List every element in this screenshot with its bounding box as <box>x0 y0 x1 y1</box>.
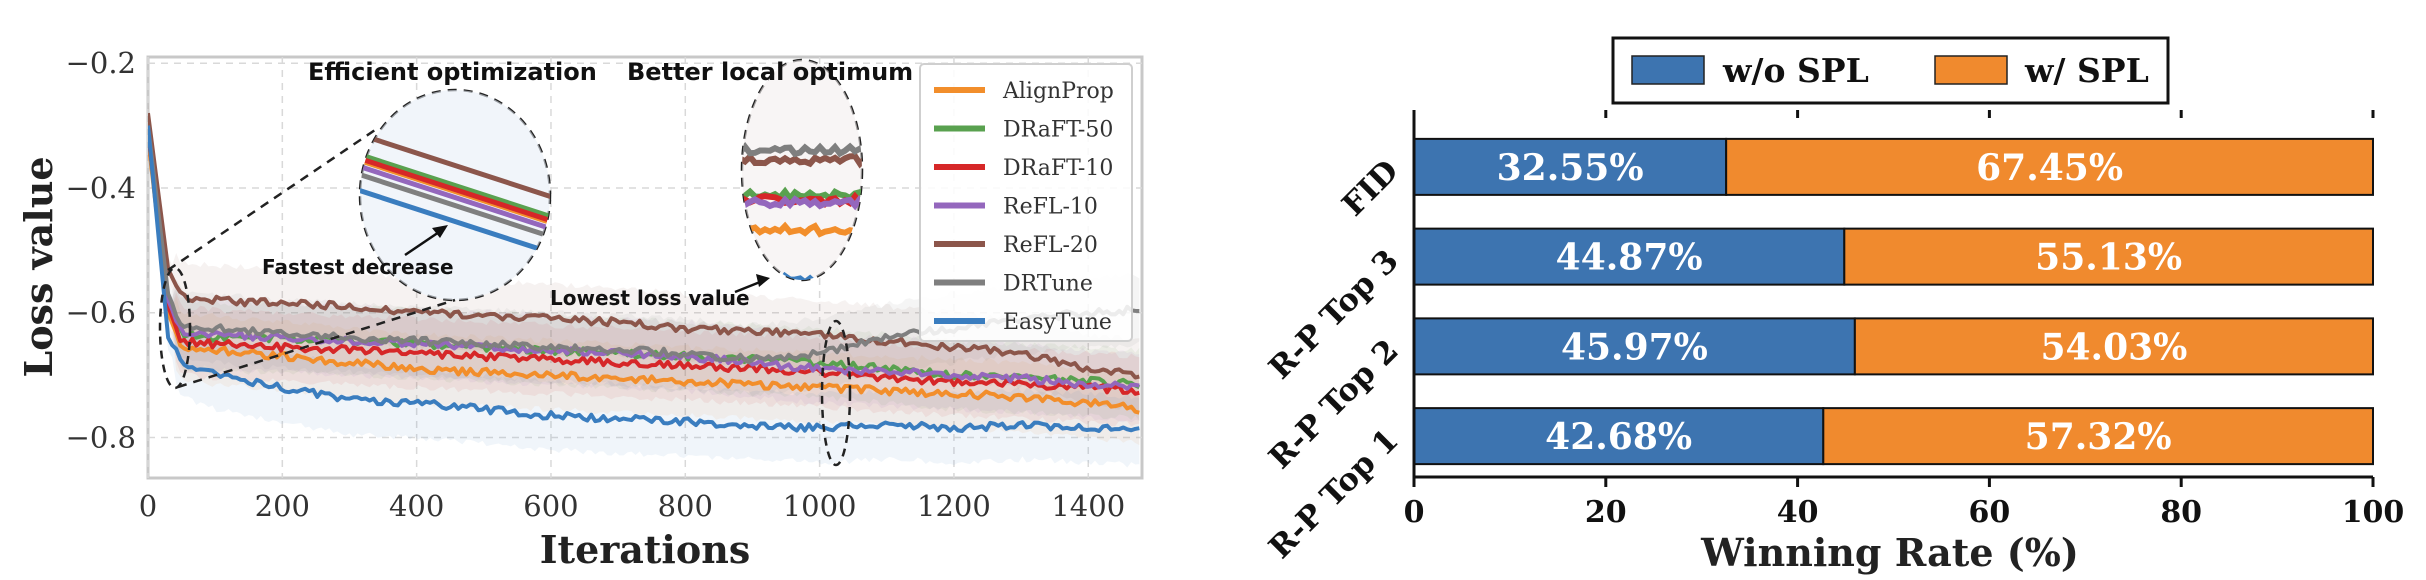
bar-fid-w-o-spl <box>1413 137 1728 196</box>
band-drtune <box>148 113 1140 397</box>
annotation-fastest-decrease: Fastest decrease <box>262 255 454 279</box>
y-tick-label: −0.8 <box>66 420 136 454</box>
bar-label-r-p-top-3-w-spl: 55.13% <box>2035 237 2182 279</box>
bar-label-r-p-top-2-w-spl: 54.03% <box>2040 326 2187 368</box>
zoom-callout-optimum <box>734 58 864 467</box>
legend-swatch-wo-spl <box>1631 55 1705 85</box>
zoom-line-draft-50 <box>360 150 550 221</box>
callout-line-upper <box>167 126 379 272</box>
arrowhead-lowest-loss <box>756 274 770 287</box>
y-tick-label: −0.6 <box>66 296 136 330</box>
winning-rate-legend: w/o SPL w/ SPL <box>1611 36 2170 105</box>
callout-line-lower <box>177 298 456 389</box>
zoom-line-draft-10 <box>360 154 550 225</box>
loss-legend: AlignProp DRaFT-50 DRaFT-10 ReFL-10 ReFL-20 D… <box>919 63 1133 342</box>
annotation-better-local-optimum: Better local optimum <box>627 58 913 86</box>
series-line-draft-10 <box>148 131 1140 396</box>
x-tick-label: 1000 <box>783 489 857 523</box>
bar-r-p-top-1-w-spl <box>1822 407 2374 466</box>
legend-label-w-spl: w/ SPL <box>2024 51 2149 90</box>
bar-label-r-p-top-1-w-o-spl: 42.68% <box>1545 416 1692 458</box>
x-tick-label: 200 <box>255 489 310 523</box>
loss-legend-box <box>919 63 1133 342</box>
annotation-efficient-optimization: Efficient optimization <box>308 58 597 86</box>
band-refl-20 <box>148 100 1140 412</box>
series-line-alignprop <box>148 137 1140 415</box>
bar-r-p-top-3-w-spl <box>1843 227 2375 286</box>
loss-ticks: 0 200 400 600 800 1000 1200 1400 −0.2 −0.4 −0.6 −0.… <box>66 46 1126 523</box>
y-tick-label: −0.2 <box>66 46 136 80</box>
loss-x-axis-title: Iterations <box>540 527 751 572</box>
x-tick-label: 40 <box>1777 495 1819 530</box>
loss-chart: 0 200 400 600 800 1000 1200 1400 −0.2 −0.4 −0.6 −0.… <box>16 46 1144 572</box>
x-tick-label: 1200 <box>917 489 991 523</box>
x-tick-label: 100 <box>2342 495 2405 530</box>
winning-rate-legend-box <box>1611 36 2170 105</box>
arrowhead-fastest-decrease <box>432 225 448 238</box>
winning-rate-chart: w/o SPL w/ SPL 32.55% 67.45% 44.87% 55.13% 4… <box>1262 36 2405 575</box>
bar-r-p-top-2-w-o-spl <box>1413 317 1856 376</box>
annotation-lowest-loss-value: Lowest loss value <box>550 286 750 310</box>
bar-label-r-p-top-3-w-o-spl: 44.87% <box>1556 237 1703 279</box>
legend-label-drtune: DRTune <box>1003 272 1093 297</box>
legend-label-draft-10: DRaFT-10 <box>1003 156 1113 181</box>
legend-label-wo-spl: w/o SPL <box>1722 51 1869 90</box>
bar-label-r-p-top-1-w-spl: 57.32% <box>2025 416 2172 458</box>
x-tick-label: 1400 <box>1051 489 1125 523</box>
legend-label-easytune: EasyTune <box>1003 310 1112 335</box>
bar-label-fid-w-spl: 67.45% <box>1976 147 2123 189</box>
bar-label-fid-w-o-spl: 32.55% <box>1497 147 1644 189</box>
y-tick-label: −0.4 <box>66 171 136 205</box>
bar-r-p-top-2-w-spl <box>1853 317 2374 376</box>
bar-r-p-top-1-w-o-spl <box>1413 407 1825 466</box>
zoom-line-easytune <box>360 186 550 257</box>
category-label-fid: FID <box>1335 153 1405 223</box>
zoom-line-refl-10 <box>360 162 550 233</box>
bar-label-r-p-top-2-w-o-spl: 45.97% <box>1561 326 1708 368</box>
source-ellipse-late <box>820 319 852 467</box>
zoom-line-refl-20 <box>742 152 862 169</box>
legend-swatch-w-spl <box>1934 55 2008 85</box>
x-tick-label: 600 <box>523 489 578 523</box>
x-tick-label: 0 <box>139 489 157 523</box>
series-line-refl-20 <box>148 112 1140 380</box>
legend-label-draft-50: DRaFT-50 <box>1003 118 1113 143</box>
zoom-line-drtune <box>742 142 862 158</box>
legend-label-alignprop: AlignProp <box>1002 79 1114 104</box>
zoom-line-drtune <box>360 170 550 241</box>
bar-r-p-top-3-w-o-spl <box>1413 227 1846 286</box>
series-line-refl-10 <box>148 125 1140 391</box>
legend-label-refl-10: ReFL-10 <box>1003 195 1098 220</box>
x-tick-label: 60 <box>1969 495 2011 530</box>
winning-rate-bars: 32.55% 67.45% 44.87% 55.13% 45.97% 54.03% 42.6… <box>1413 137 2375 466</box>
loss-y-axis-title: Loss value <box>16 156 61 377</box>
x-tick-label: 80 <box>2160 495 2202 530</box>
zoom-line-alignprop <box>742 221 862 238</box>
winning-rate-x-axis-title: Winning Rate (%) <box>1700 530 2079 575</box>
x-tick-label: 400 <box>389 489 444 523</box>
series-line-easytune <box>148 125 1140 434</box>
source-ellipse-early <box>158 266 192 390</box>
band-easytune <box>148 113 1140 468</box>
zoom-band-optimum <box>742 60 862 280</box>
bar-fid-w-spl <box>1725 137 2375 196</box>
x-tick-label: 0 <box>1404 495 1425 530</box>
zoom-line-refl-20 <box>360 130 550 201</box>
zoom-callout-efficient <box>158 88 552 390</box>
x-tick-label: 800 <box>658 489 713 523</box>
legend-label-refl-20: ReFL-20 <box>1003 233 1098 258</box>
x-tick-label: 20 <box>1585 495 1627 530</box>
zoom-line-refl-10 <box>742 195 862 211</box>
